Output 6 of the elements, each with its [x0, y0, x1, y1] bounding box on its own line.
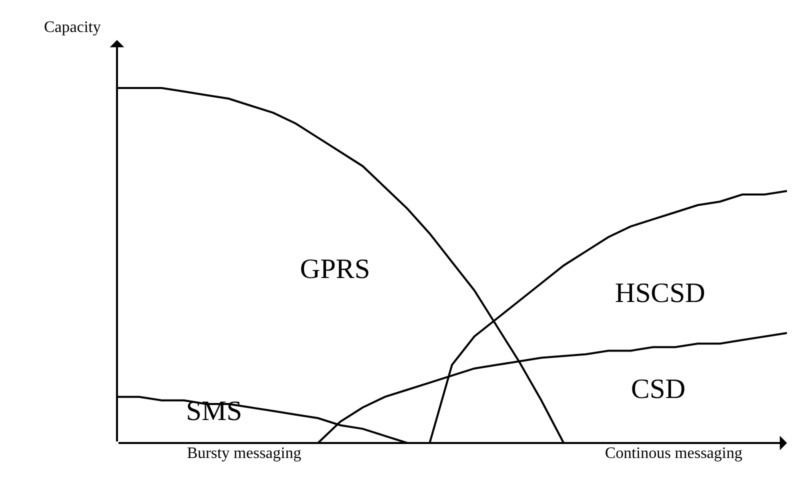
text: Bursty messaging: [187, 445, 302, 462]
text: Continous messaging: [605, 445, 742, 462]
series-label: CSD: [631, 374, 686, 405]
y-axis-title: Capacity: [44, 19, 101, 36]
text: GPRS: [300, 254, 370, 285]
series-label: HSCSD: [615, 278, 706, 309]
